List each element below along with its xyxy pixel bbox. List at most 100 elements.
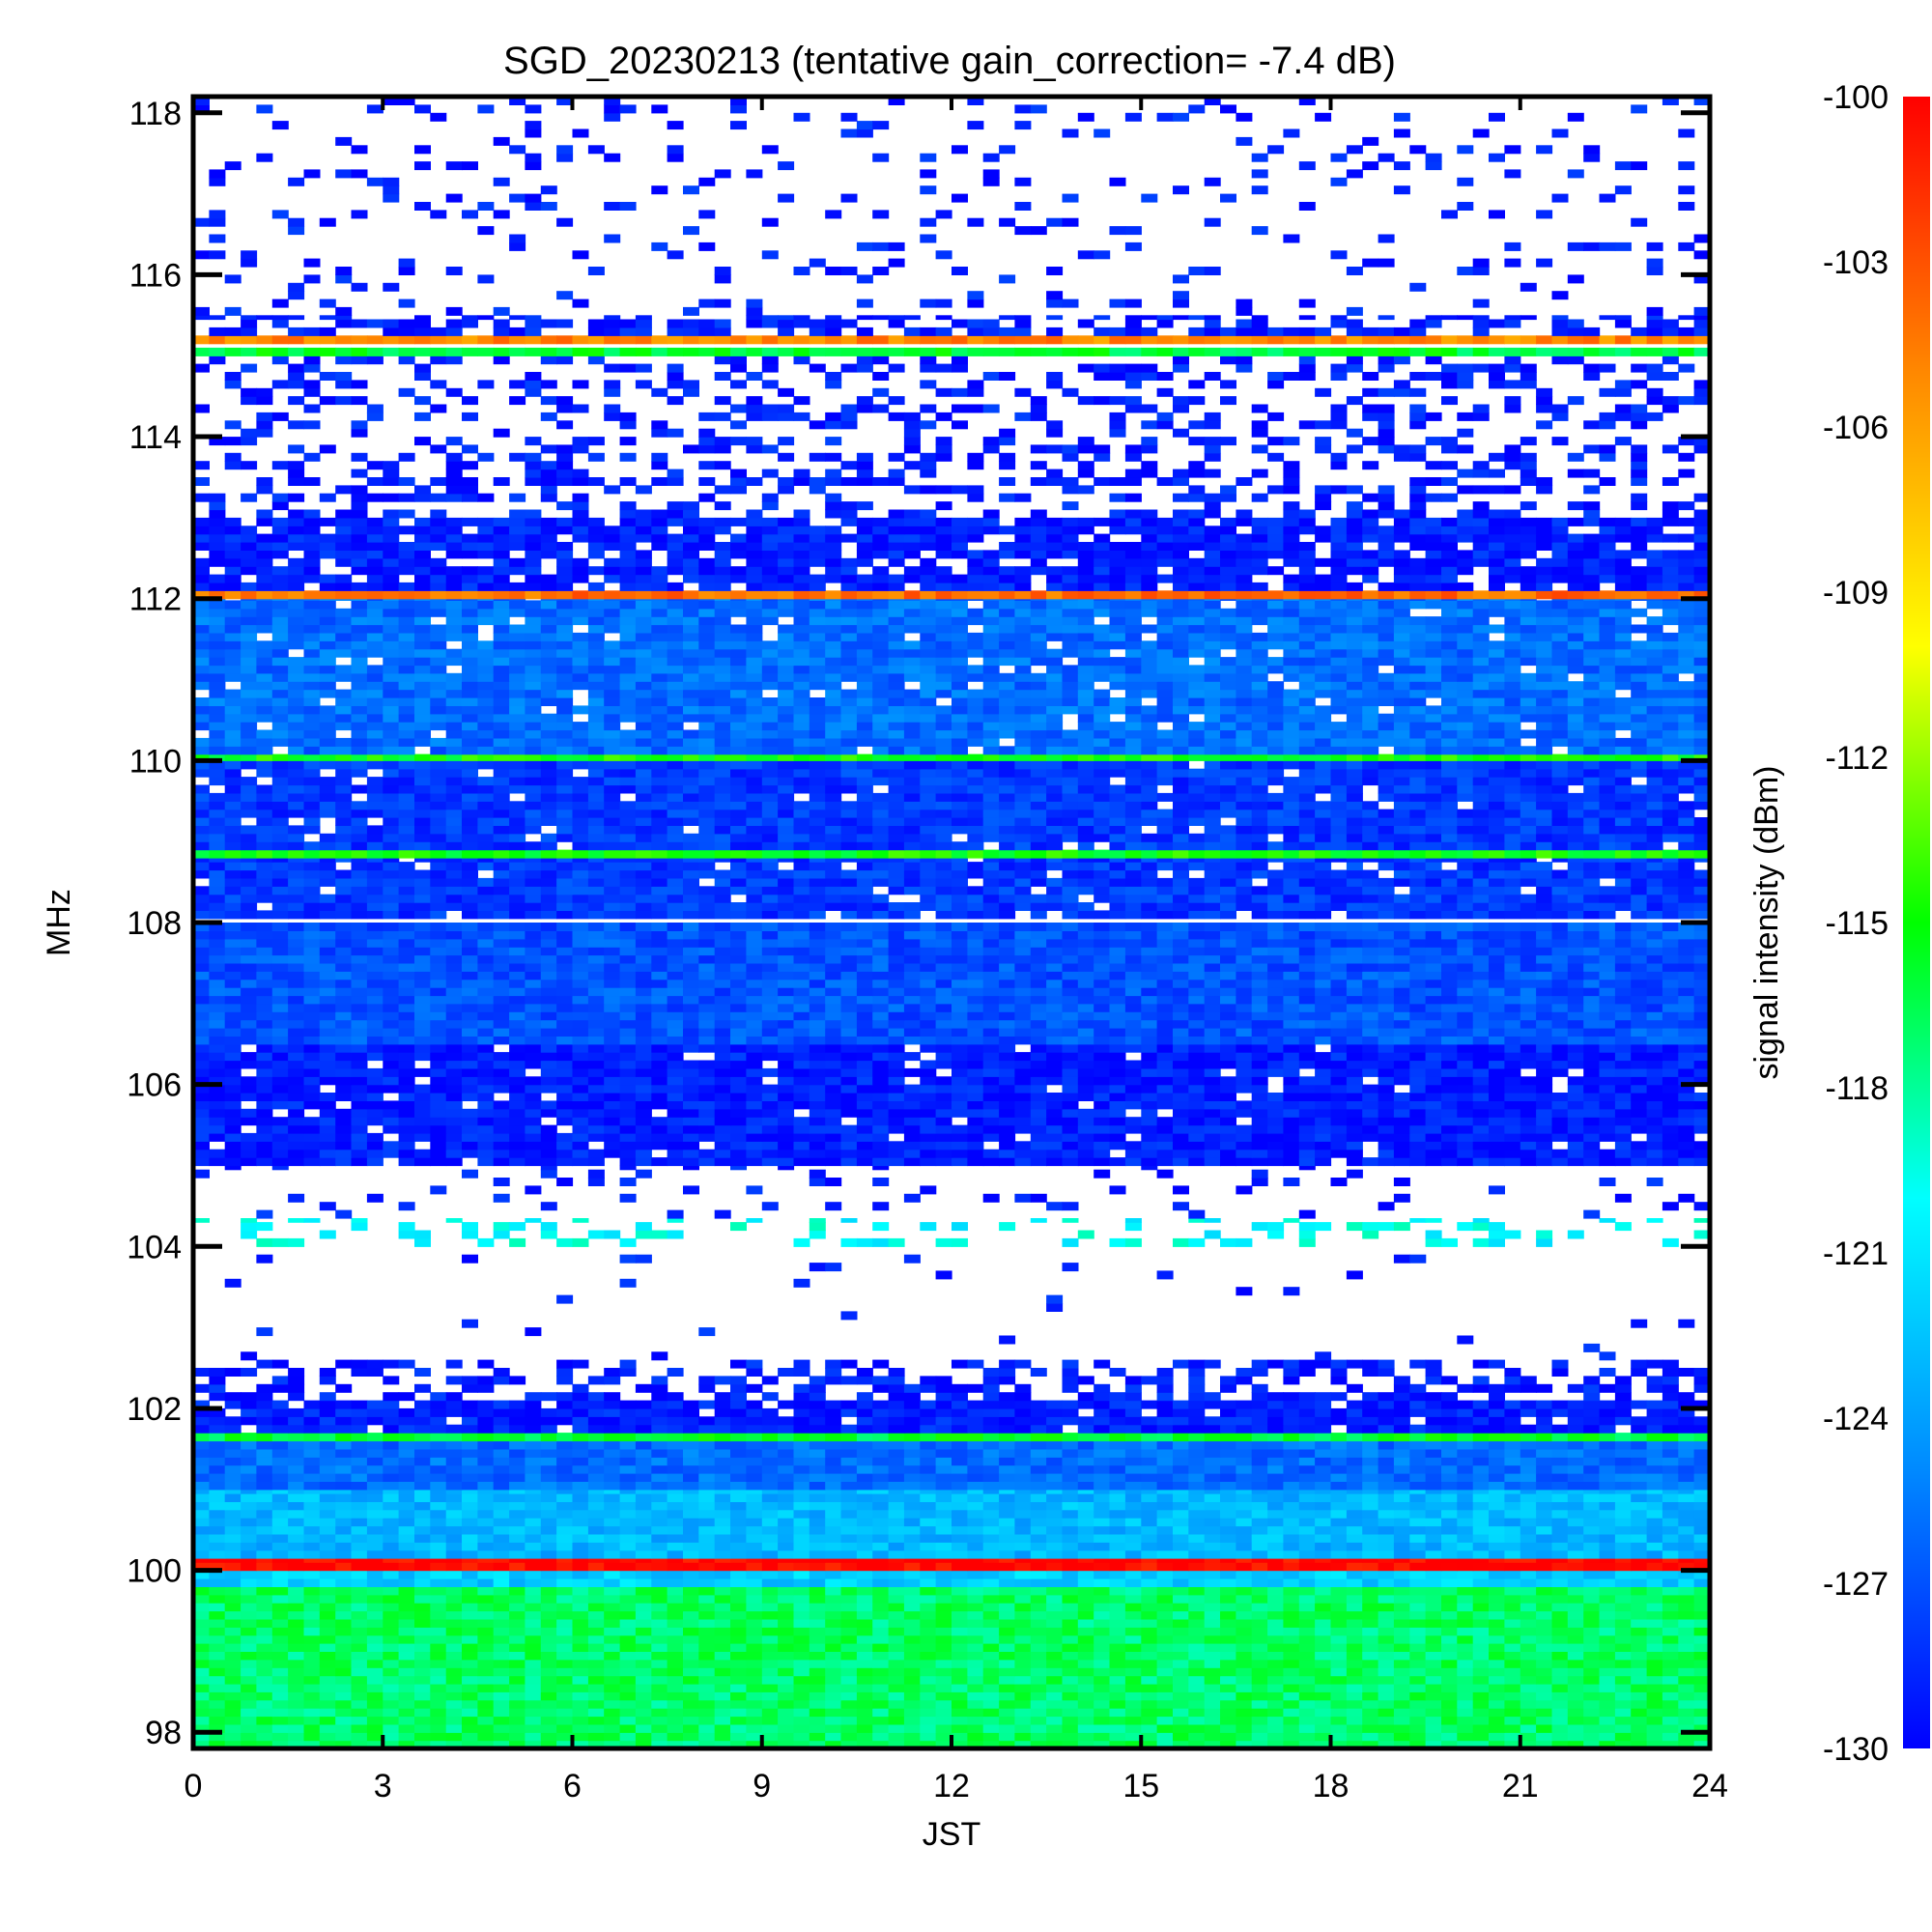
heatmap-cell xyxy=(1472,1732,1490,1742)
heatmap-cell xyxy=(1236,1518,1253,1527)
heatmap-cell xyxy=(335,1416,353,1426)
heatmap-cell xyxy=(1315,1457,1332,1466)
heatmap-cell xyxy=(430,1481,447,1491)
heatmap-cell xyxy=(935,1457,952,1466)
heatmap-cell xyxy=(1599,1618,1616,1628)
heatmap-cell xyxy=(572,1651,589,1661)
heatmap-cell xyxy=(1251,1610,1268,1620)
heatmap-cell xyxy=(1236,1448,1253,1458)
heatmap-cell xyxy=(556,1489,574,1494)
heatmap-cell xyxy=(209,1493,226,1502)
heatmap-cell xyxy=(493,1716,510,1725)
heatmap-cell xyxy=(982,1149,1000,1158)
heatmap-cell xyxy=(920,1570,937,1579)
heatmap-cell xyxy=(509,1586,526,1596)
heatmap-cell xyxy=(1520,1518,1537,1527)
heatmap-cell xyxy=(1298,1209,1316,1219)
heatmap-cell xyxy=(414,1237,431,1247)
heatmap-cell xyxy=(383,1659,400,1668)
heatmap-cell xyxy=(1693,1464,1711,1474)
heatmap-cell xyxy=(477,1723,495,1733)
heatmap-cell xyxy=(1030,1603,1047,1612)
heatmap-cell xyxy=(714,1518,731,1527)
heatmap-cell xyxy=(271,1383,289,1393)
heatmap-cell xyxy=(1599,1464,1616,1474)
heatmap-cell xyxy=(1662,1237,1679,1247)
heatmap-cell xyxy=(1156,1542,1174,1551)
heatmap-cell xyxy=(572,1383,589,1393)
heatmap-cell xyxy=(462,1708,478,1718)
heatmap-cell xyxy=(477,1376,495,1385)
heatmap-cell xyxy=(1472,1683,1490,1692)
heatmap-cell xyxy=(1062,1549,1079,1559)
heatmap-cell xyxy=(1204,1618,1221,1628)
heatmap-cell xyxy=(825,1376,842,1385)
heatmap-cell xyxy=(462,1699,478,1709)
heatmap-cell xyxy=(952,1132,968,1142)
heatmap-cell xyxy=(856,1618,873,1628)
heatmap-cell xyxy=(398,1222,415,1232)
heatmap-cell xyxy=(1409,1558,1427,1563)
heatmap-cell xyxy=(271,1457,289,1466)
heatmap-cell xyxy=(477,1149,495,1158)
heatmap-cell xyxy=(935,1691,952,1701)
heatmap-cell xyxy=(1251,1368,1268,1377)
heatmap-cell xyxy=(509,1643,526,1652)
heatmap-cell xyxy=(319,1708,336,1718)
heatmap-cell xyxy=(587,1667,605,1677)
heatmap-cell xyxy=(999,1667,1016,1677)
heatmap-cell xyxy=(1062,1533,1079,1543)
heatmap-cell xyxy=(587,1440,605,1450)
heatmap-cell xyxy=(1520,1578,1537,1587)
heatmap-cell xyxy=(1536,1699,1553,1709)
heatmap-cell xyxy=(1441,1493,1458,1502)
heatmap-cell xyxy=(651,1416,668,1426)
heatmap-cell xyxy=(793,1627,810,1636)
heatmap-cell xyxy=(1094,1708,1111,1718)
heatmap-cell xyxy=(1441,1440,1458,1450)
heatmap-cell xyxy=(888,1558,905,1563)
heatmap-cell xyxy=(872,1634,890,1644)
heatmap-cell xyxy=(1109,1691,1126,1701)
heatmap-cell xyxy=(635,1594,652,1604)
heatmap-cell xyxy=(1330,1178,1348,1186)
heatmap-cell xyxy=(414,1132,431,1142)
heatmap-cell xyxy=(1077,1230,1094,1239)
heatmap-cell xyxy=(778,1141,795,1151)
heatmap-cell xyxy=(335,1570,353,1579)
heatmap-cell xyxy=(1298,1416,1316,1426)
heatmap-cell xyxy=(856,1558,873,1563)
heatmap-cell xyxy=(635,1448,652,1458)
heatmap-cell xyxy=(967,1603,984,1612)
heatmap-cell xyxy=(1457,1416,1474,1426)
heatmap-cell xyxy=(303,1659,321,1668)
heatmap-cell xyxy=(619,1594,637,1604)
heatmap-cell xyxy=(872,1473,890,1482)
heatmap-cell xyxy=(903,1416,921,1426)
heatmap-cell xyxy=(1489,1525,1505,1535)
heatmap-cell xyxy=(209,1440,226,1450)
heatmap-cell xyxy=(746,1570,763,1579)
heatmap-cell xyxy=(493,1433,510,1442)
heatmap-cell xyxy=(683,1141,699,1151)
heatmap-cell xyxy=(414,1525,431,1535)
heatmap-cell xyxy=(952,1359,968,1369)
heatmap-cell xyxy=(319,1149,336,1158)
heatmap-cell xyxy=(1014,1518,1032,1527)
heatmap-cell xyxy=(1599,1457,1616,1466)
heatmap-cell xyxy=(1693,1489,1711,1494)
heatmap-cell xyxy=(1141,1493,1158,1502)
heatmap-cell xyxy=(351,1570,368,1579)
heatmap-cell xyxy=(1062,1578,1079,1587)
heatmap-cell xyxy=(714,1578,731,1587)
heatmap-cell xyxy=(1472,1627,1490,1636)
heatmap-cell xyxy=(1441,1464,1458,1474)
heatmap-cell xyxy=(1236,1376,1253,1385)
heatmap-cell xyxy=(1315,1683,1332,1692)
heatmap-cell xyxy=(1583,1392,1601,1402)
heatmap-cell xyxy=(414,1634,431,1644)
heatmap-cell xyxy=(1298,1525,1316,1535)
heatmap-cell xyxy=(1567,1708,1584,1718)
heatmap-cell xyxy=(572,1400,589,1409)
heatmap-cell xyxy=(493,1178,510,1186)
